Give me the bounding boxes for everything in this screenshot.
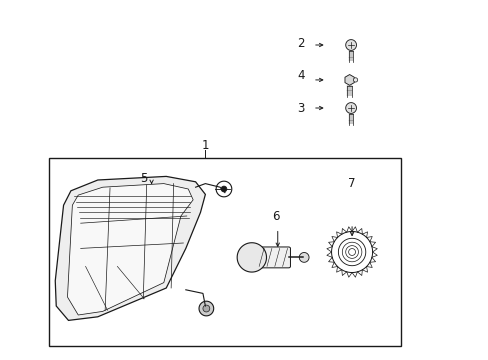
Text: 4: 4	[296, 69, 304, 82]
Polygon shape	[353, 78, 357, 82]
Polygon shape	[199, 301, 213, 316]
Polygon shape	[344, 75, 354, 85]
Text: 3: 3	[296, 102, 304, 114]
Text: 2: 2	[296, 37, 304, 50]
Text: 6: 6	[272, 210, 280, 222]
Polygon shape	[237, 243, 266, 272]
Text: 5: 5	[140, 172, 148, 185]
Polygon shape	[345, 103, 356, 113]
Polygon shape	[67, 184, 193, 315]
Polygon shape	[331, 231, 372, 273]
Polygon shape	[203, 305, 209, 312]
Bar	[49, 158, 400, 346]
Polygon shape	[216, 181, 231, 197]
Text: 1: 1	[201, 139, 209, 152]
Polygon shape	[299, 252, 308, 262]
Text: 7: 7	[347, 177, 355, 190]
Polygon shape	[55, 176, 205, 320]
FancyBboxPatch shape	[249, 247, 290, 268]
Polygon shape	[345, 40, 356, 50]
Polygon shape	[221, 186, 226, 192]
